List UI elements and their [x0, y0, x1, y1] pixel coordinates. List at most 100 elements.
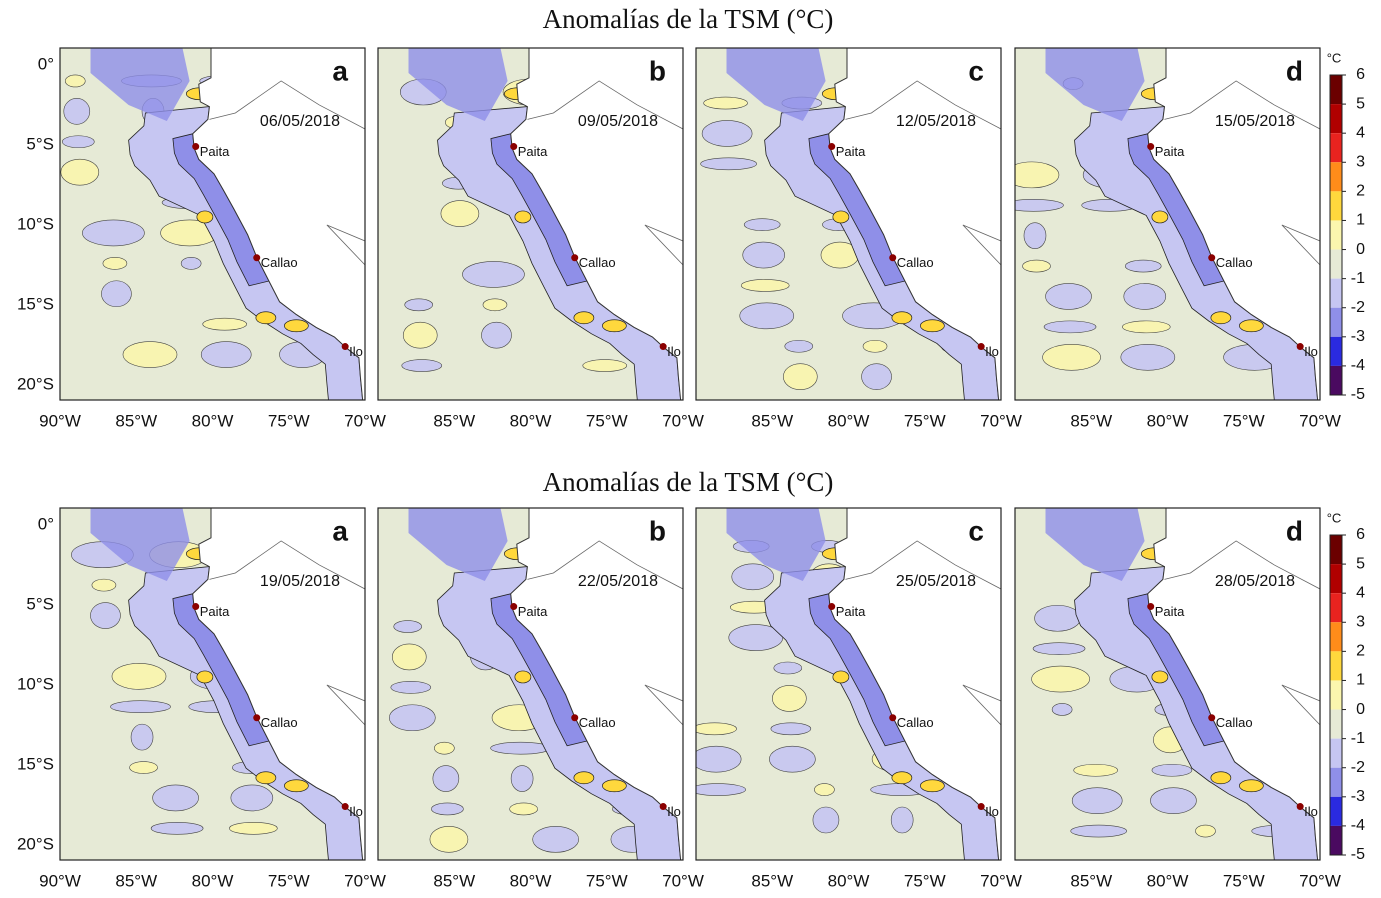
city-marker	[1296, 343, 1304, 351]
city-label: Ilo	[985, 804, 999, 819]
anomaly-patch	[1070, 824, 1128, 838]
x-tick-label: 75°W	[1223, 411, 1265, 430]
land	[1147, 48, 1320, 400]
city-label: Paita	[836, 604, 866, 619]
anomaly-patch	[82, 219, 145, 247]
anomaly-patch	[90, 602, 121, 629]
x-tick-label: 75°W	[904, 411, 946, 430]
anomaly-patch	[431, 802, 464, 816]
warm-patch	[920, 319, 945, 333]
x-tick-label: 85°W	[751, 871, 793, 890]
border	[527, 540, 683, 726]
colorbar-segment	[1330, 796, 1342, 826]
anomaly-patch	[1195, 824, 1216, 838]
anomaly-patch	[180, 257, 202, 270]
panel-date: 12/05/2018	[896, 113, 976, 130]
colorbar-label: -3	[1351, 328, 1365, 345]
panel-date: 09/05/2018	[578, 113, 658, 130]
border	[1164, 80, 1320, 266]
city-label: Callao	[1216, 255, 1253, 270]
anomaly-patch	[91, 578, 117, 592]
colorbar-segment	[1330, 709, 1342, 739]
warm-patch	[891, 771, 913, 785]
colorbar-segment	[1330, 336, 1342, 366]
x-tick-label: 80°W	[1147, 871, 1189, 890]
anomaly-patch	[509, 802, 538, 816]
anomaly-patch	[101, 280, 132, 308]
x-tick-label: 70°W	[662, 871, 704, 890]
x-tick-label: 80°W	[510, 411, 552, 430]
anomaly-patch	[404, 298, 434, 312]
panel-letter: d	[1286, 515, 1303, 546]
y-tick-label: 10°S	[17, 674, 54, 693]
city-marker	[1147, 143, 1155, 151]
city-marker	[889, 254, 897, 262]
warm-patch	[514, 210, 532, 224]
border	[1164, 540, 1320, 726]
colorbar-label: 2	[1356, 183, 1365, 200]
x-tick-label: 75°W	[268, 871, 310, 890]
colorbar-frame	[1329, 534, 1343, 856]
anomaly-patch	[60, 158, 100, 186]
city-label: Callao	[897, 715, 934, 730]
colorbar-segment	[1330, 738, 1342, 768]
anomaly-patch	[1015, 161, 1060, 189]
colorbar-segment	[1330, 162, 1342, 192]
y-tick-label: 20°S	[17, 374, 54, 393]
colorbar-label: 6	[1356, 66, 1365, 83]
anomaly-patch	[111, 663, 167, 690]
colorbar-segment	[1330, 75, 1342, 105]
x-tick-label: 85°W	[433, 871, 475, 890]
anomaly-patch	[772, 685, 807, 712]
anomaly-patch	[390, 681, 432, 694]
border	[209, 540, 365, 726]
land	[192, 508, 365, 860]
city-marker	[659, 343, 667, 351]
anomaly-patch	[812, 806, 840, 834]
colorbar-label: 2	[1356, 643, 1365, 660]
panel-date: 15/05/2018	[1215, 113, 1295, 130]
city-label: Paita	[518, 604, 548, 619]
land	[510, 508, 683, 860]
colorbar-label: 6	[1356, 526, 1365, 543]
y-tick-label: 5°S	[26, 134, 54, 153]
anomaly-patch	[63, 98, 91, 125]
x-tick-label: 70°W	[662, 411, 704, 430]
warm-patch	[573, 311, 595, 325]
y-tick-label: 15°S	[17, 294, 54, 313]
cold-north	[726, 48, 826, 121]
anomaly-patch	[391, 643, 427, 671]
warm-patch	[284, 779, 309, 793]
anomaly-patch	[202, 317, 247, 331]
title: Anomalías de la TSM (°C)	[543, 467, 834, 497]
cold-north	[1045, 48, 1145, 121]
panel-date: 25/05/2018	[896, 573, 976, 590]
map-panel	[696, 48, 1001, 400]
city-label: Paita	[200, 144, 230, 159]
x-tick-label: 75°W	[586, 871, 628, 890]
anomaly-patch	[1073, 763, 1118, 777]
warm-patch	[832, 670, 850, 684]
colorbar-label: 4	[1356, 124, 1365, 141]
x-tick-label: 70°W	[980, 411, 1022, 430]
colorbar-segment	[1330, 365, 1342, 395]
anomaly-patch	[740, 279, 790, 292]
panel-frame	[695, 507, 1002, 861]
x-tick-label: 80°W	[510, 871, 552, 890]
city-marker	[253, 254, 261, 262]
cold-north	[1045, 508, 1145, 581]
panel-frame	[1014, 47, 1321, 401]
city-label: Callao	[579, 255, 616, 270]
warm-patch	[1210, 311, 1232, 325]
city-marker	[977, 803, 985, 811]
colorbar-segment	[1330, 307, 1342, 337]
border	[845, 80, 1001, 266]
colorbar-label: 3	[1356, 153, 1365, 170]
x-tick-label: 75°W	[1223, 871, 1265, 890]
city-label: Callao	[579, 715, 616, 730]
anomaly-patch	[696, 722, 737, 736]
city-label: Paita	[200, 604, 230, 619]
anomaly-patch	[1122, 320, 1171, 334]
x-tick-label: 80°W	[192, 871, 234, 890]
colorbar-label: -1	[1351, 730, 1365, 747]
